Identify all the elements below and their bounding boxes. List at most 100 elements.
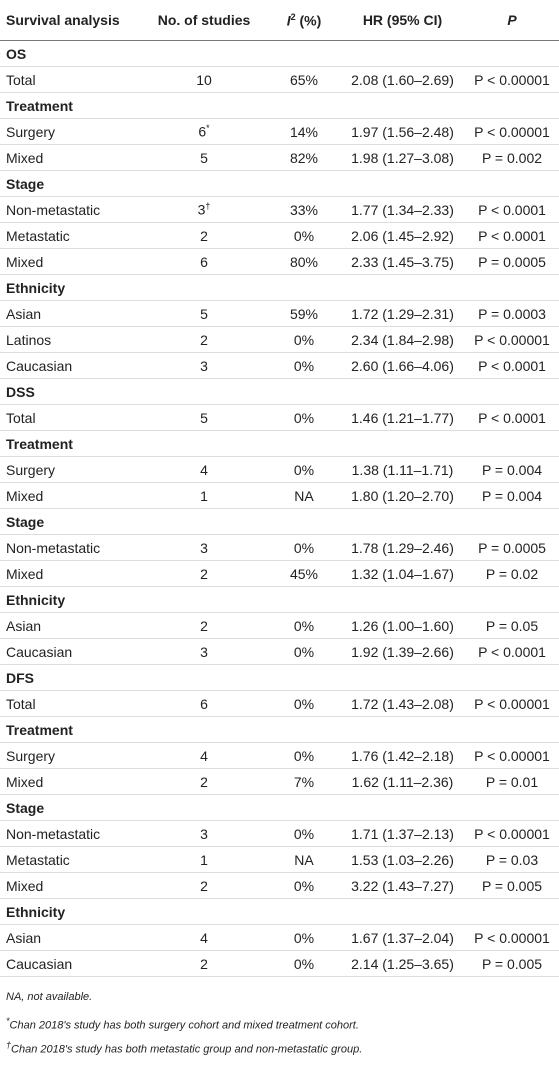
hr-cell: 2.06 (1.45–2.92) <box>340 222 465 249</box>
superscript: * <box>206 123 210 134</box>
label-cell: Asian <box>0 300 140 327</box>
studies-cell: 1 <box>140 846 268 873</box>
studies-value: 1 <box>200 487 208 504</box>
header-cell: I2 (%) <box>268 0 340 41</box>
table-row: Treatment <box>0 430 559 457</box>
table-row: Non-metastatic 3† 33% 1.77 (1.34–2.33) P < 0… <box>0 196 559 223</box>
header-row: Survival analysis No. of studies I2 (%) … <box>0 0 559 41</box>
p-cell: P < 0.0001 <box>465 638 559 665</box>
studies-value: 3 <box>200 357 208 374</box>
section-heading: Treatment <box>0 92 559 119</box>
i2-cell: 45% <box>268 560 340 587</box>
i2-cell: 33% <box>268 196 340 223</box>
hr-cell: 1.62 (1.11–2.36) <box>340 768 465 795</box>
hr-cell: 1.72 (1.29–2.31) <box>340 300 465 327</box>
studies-cell: 2 <box>140 326 268 353</box>
table-row: Mixed 1 NA 1.80 (1.20–2.70) P = 0.004 <box>0 482 559 509</box>
studies-value: 3 <box>200 825 208 842</box>
label-cell: Surgery <box>0 118 140 145</box>
hr-cell: 1.97 (1.56–2.48) <box>340 118 465 145</box>
label-cell: Metastatic <box>0 222 140 249</box>
section-heading: Treatment <box>0 430 559 457</box>
studies-cell: 4 <box>140 742 268 769</box>
i2-cell: 0% <box>268 924 340 951</box>
studies-cell: 3 <box>140 638 268 665</box>
i2-cell: 7% <box>268 768 340 795</box>
p-cell: P = 0.004 <box>465 456 559 483</box>
label-cell: Metastatic <box>0 846 140 873</box>
studies-cell: 3† <box>140 196 268 223</box>
table-row: Surgery 4 0% 1.76 (1.42–2.18) P < 0.00001 <box>0 742 559 769</box>
footnote: NA, not available. <box>6 985 559 1009</box>
footnote-text: NA, not available. <box>6 991 93 1003</box>
table-row: Asian 5 59% 1.72 (1.29–2.31) P = 0.0003 <box>0 300 559 327</box>
i2-cell: 80% <box>268 248 340 275</box>
superscript: † <box>6 1040 12 1050</box>
label-cell: Mixed <box>0 248 140 275</box>
table-row: Mixed 2 7% 1.62 (1.11–2.36) P = 0.01 <box>0 768 559 795</box>
p-cell: P < 0.00001 <box>465 924 559 951</box>
studies-value: 2 <box>200 617 208 634</box>
studies-cell: 3 <box>140 820 268 847</box>
p-cell: P < 0.0001 <box>465 196 559 223</box>
footnote-text: Chan 2018's study has both metastatic gr… <box>11 1043 363 1056</box>
p-cell: P < 0.00001 <box>465 326 559 353</box>
section-heading: Treatment <box>0 716 559 743</box>
i2-cell: 59% <box>268 300 340 327</box>
i2-cell: 0% <box>268 352 340 379</box>
label-cell: Non-metastatic <box>0 820 140 847</box>
hr-cell: 1.78 (1.29–2.46) <box>340 534 465 561</box>
table-row: Stage <box>0 170 559 197</box>
header-cell: No. of studies <box>140 0 268 41</box>
studies-cell: 2 <box>140 612 268 639</box>
studies-value: 4 <box>200 461 208 478</box>
table-row: Treatment <box>0 92 559 119</box>
table-row: Caucasian 2 0% 2.14 (1.25–3.65) P = 0.005 <box>0 950 559 977</box>
section-heading: OS <box>0 40 559 67</box>
superscript: * <box>6 1016 10 1026</box>
table-row: Mixed 2 0% 3.22 (1.43–7.27) P = 0.005 <box>0 872 559 899</box>
table-body: OS Total 10 65% 2.08 (1.60–2.69) P < 0.00001 T… <box>0 40 559 977</box>
label-cell: Mixed <box>0 872 140 899</box>
section-heading: Stage <box>0 508 559 535</box>
studies-cell: 2 <box>140 872 268 899</box>
i2-cell: 0% <box>268 638 340 665</box>
i2-cell: 0% <box>268 404 340 431</box>
hr-cell: 2.60 (1.66–4.06) <box>340 352 465 379</box>
p-cell: P < 0.00001 <box>465 118 559 145</box>
studies-value: 2 <box>200 773 208 790</box>
footnote: *Chan 2018's study has both surgery coho… <box>6 1009 559 1033</box>
studies-cell: 6* <box>140 118 268 145</box>
p-cell: P = 0.004 <box>465 482 559 509</box>
hr-cell: 3.22 (1.43–7.27) <box>340 872 465 899</box>
hr-cell: 2.14 (1.25–3.65) <box>340 950 465 977</box>
studies-cell: 5 <box>140 300 268 327</box>
table-row: Mixed 5 82% 1.98 (1.27–3.08) P = 0.002 <box>0 144 559 171</box>
label-cell: Latinos <box>0 326 140 353</box>
table-row: Latinos 2 0% 2.34 (1.84–2.98) P < 0.00001 <box>0 326 559 353</box>
studies-cell: 4 <box>140 456 268 483</box>
label-cell: Surgery <box>0 742 140 769</box>
i2-cell: 0% <box>268 612 340 639</box>
studies-value: 1 <box>200 851 208 868</box>
table-row: Total 6 0% 1.72 (1.43–2.08) P < 0.00001 <box>0 690 559 717</box>
p-cell: P < 0.00001 <box>465 66 559 93</box>
p-cell: P < 0.00001 <box>465 820 559 847</box>
table-row: Non-metastatic 3 0% 1.78 (1.29–2.46) P = 0.0… <box>0 534 559 561</box>
p-cell: P < 0.00001 <box>465 690 559 717</box>
studies-value: 3 <box>197 201 206 218</box>
header-text: I <box>286 12 291 29</box>
studies-cell: 2 <box>140 950 268 977</box>
p-cell: P < 0.0001 <box>465 404 559 431</box>
studies-value: 2 <box>200 227 208 244</box>
p-cell: P = 0.02 <box>465 560 559 587</box>
studies-cell: 5 <box>140 144 268 171</box>
table-row: Asian 4 0% 1.67 (1.37–2.04) P < 0.00001 <box>0 924 559 951</box>
label-cell: Asian <box>0 612 140 639</box>
i2-cell: NA <box>268 482 340 509</box>
i2-cell: NA <box>268 846 340 873</box>
p-cell: P = 0.0003 <box>465 300 559 327</box>
p-cell: P = 0.03 <box>465 846 559 873</box>
label-cell: Mixed <box>0 482 140 509</box>
table-row: Ethnicity <box>0 274 559 301</box>
